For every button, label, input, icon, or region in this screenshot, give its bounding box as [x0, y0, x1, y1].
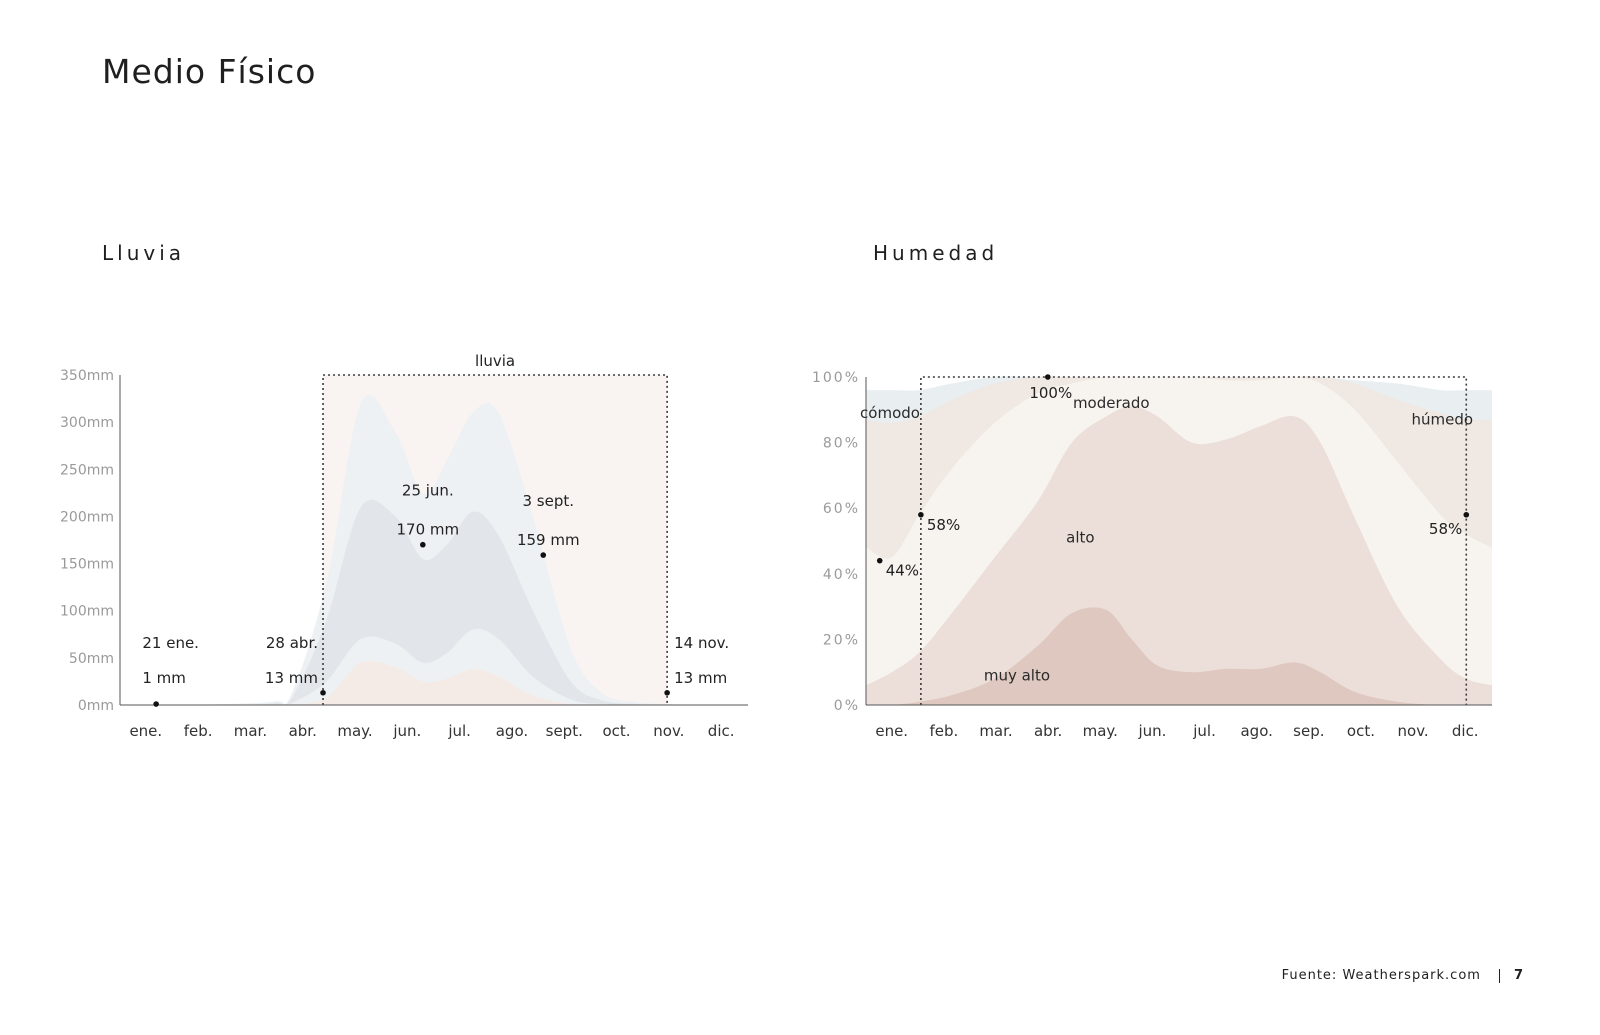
rain-band-2: [121, 499, 748, 706]
humidity-y-tick-label: 0%: [834, 698, 860, 714]
rain-annotation-point: [153, 701, 159, 707]
rain-season-label: lluvia: [475, 352, 515, 370]
rain-month-label: ene.: [129, 722, 162, 740]
humidity-band-4: [866, 406, 1492, 705]
humidity-month-label: nov.: [1398, 722, 1429, 740]
rain-y-tick-label: 100mm: [60, 604, 114, 620]
rain-chart-title: Lluvia: [102, 241, 186, 265]
humidity-band-5: [866, 607, 1492, 706]
humidity-y-tick-label: 60%: [823, 501, 860, 517]
rain-band-3: [121, 628, 748, 706]
rain-month-label: jun.: [392, 722, 421, 740]
humidity-season-box: [920, 376, 1468, 705]
rain-y-tick-label: 300mm: [60, 415, 114, 431]
humidity-month-label: jun.: [1137, 722, 1166, 740]
humidity-y-tick-label: 80%: [823, 436, 860, 452]
humidity-month-label: ene.: [875, 722, 908, 740]
rain-annotation-value: 13 mm: [674, 669, 727, 687]
humidity-annotation-point: [918, 511, 924, 518]
humidity-chart: 100% 80% 60% 40% 20% 0% ene. feb. mar. abr. may. ju…: [812, 370, 1492, 740]
humidity-y-tick-label: 20%: [823, 632, 860, 648]
humidity-month-label: abr.: [1034, 722, 1062, 740]
rain-y-tick-label: 250mm: [60, 462, 114, 478]
rain-month-label: abr.: [289, 722, 317, 740]
rain-band-4: [121, 660, 748, 706]
rain-month-label: oct.: [603, 722, 631, 740]
rain-band-1: [121, 394, 748, 706]
page-title: Medio Físico: [102, 52, 317, 91]
rain-month-label: dic.: [708, 722, 735, 740]
humidity-annotation-value: 58%: [1429, 520, 1462, 538]
rain-annotation-value: 170 mm: [397, 521, 460, 539]
rain-annotation-value: 1 mm: [142, 669, 186, 687]
rain-annotation-date: 21 ene.: [142, 634, 199, 652]
rain-annotation-point: [420, 541, 426, 548]
rain-annotation-point: [664, 689, 670, 696]
rain-y-tick-label: 150mm: [60, 557, 114, 573]
humidity-month-label: feb.: [929, 722, 958, 740]
footer-divider: [1498, 968, 1500, 983]
rain-y-tick-label: 200mm: [60, 509, 114, 525]
rain-season-box: [322, 374, 668, 705]
rain-annotation-date: 14 nov.: [674, 634, 729, 652]
humidity-annotation-value: 58%: [927, 516, 960, 534]
rain-month-label: mar.: [234, 722, 267, 740]
rain-y-tick-label: 350mm: [60, 368, 114, 384]
humidity-band-label: cómodo: [860, 404, 920, 422]
rain-annotation-point: [320, 689, 326, 696]
rain-month-label: nov.: [653, 722, 684, 740]
humidity-month-label: ago.: [1240, 722, 1272, 740]
rain-month-label: sept.: [546, 722, 583, 740]
humidity-annotation-point: [1044, 374, 1051, 380]
humidity-annotation-value: 100%: [1029, 384, 1072, 402]
humidity-annotation-point: [876, 557, 883, 564]
rain-annotation-date: 3 sept.: [522, 492, 574, 510]
rain-annotation-date: 28 abr.: [266, 634, 318, 652]
humidity-band-label: alto: [1066, 529, 1094, 547]
footer: Fuente: Weatherspark.com 7: [1282, 968, 1524, 983]
humidity-band-label: moderado: [1073, 394, 1150, 412]
humidity-month-label: dic.: [1452, 722, 1479, 740]
humidity-chart-title: Humedad: [873, 241, 999, 265]
rain-month-label: jul.: [447, 722, 471, 740]
source-note: Fuente: Weatherspark.com: [1281, 968, 1481, 983]
humidity-month-label: may.: [1083, 722, 1118, 740]
page-number: 7: [1513, 968, 1524, 983]
rain-annotation-value: 13 mm: [265, 669, 318, 687]
rain-annotation-value: 159 mm: [517, 531, 580, 549]
rain-month-label: may.: [337, 722, 372, 740]
rain-y-tick-label: 0mm: [78, 698, 114, 714]
humidity-month-label: mar.: [979, 722, 1012, 740]
rain-chart: lluvia 350mm 300mm 250mm 200mm 150mm 100mm 50mm…: [60, 352, 748, 740]
humidity-month-label: sep.: [1293, 722, 1324, 740]
rain-month-label: feb.: [184, 722, 213, 740]
rain-month-label: ago.: [496, 722, 528, 740]
humidity-month-label: oct.: [1347, 722, 1375, 740]
humidity-y-tick-label: 40%: [823, 567, 860, 583]
humidity-band-label: húmedo: [1411, 411, 1473, 429]
rain-annotation-date: 25 jun.: [402, 482, 454, 500]
humidity-annotation-value: 44%: [886, 562, 919, 580]
humidity-annotation-point: [1463, 511, 1470, 518]
humidity-y-tick-label: 100%: [812, 370, 860, 386]
rain-y-tick-label: 50mm: [69, 651, 114, 667]
rain-annotation-point: [540, 552, 547, 558]
humidity-month-label: jul.: [1192, 722, 1216, 740]
humidity-band-label: muy alto: [984, 666, 1050, 684]
